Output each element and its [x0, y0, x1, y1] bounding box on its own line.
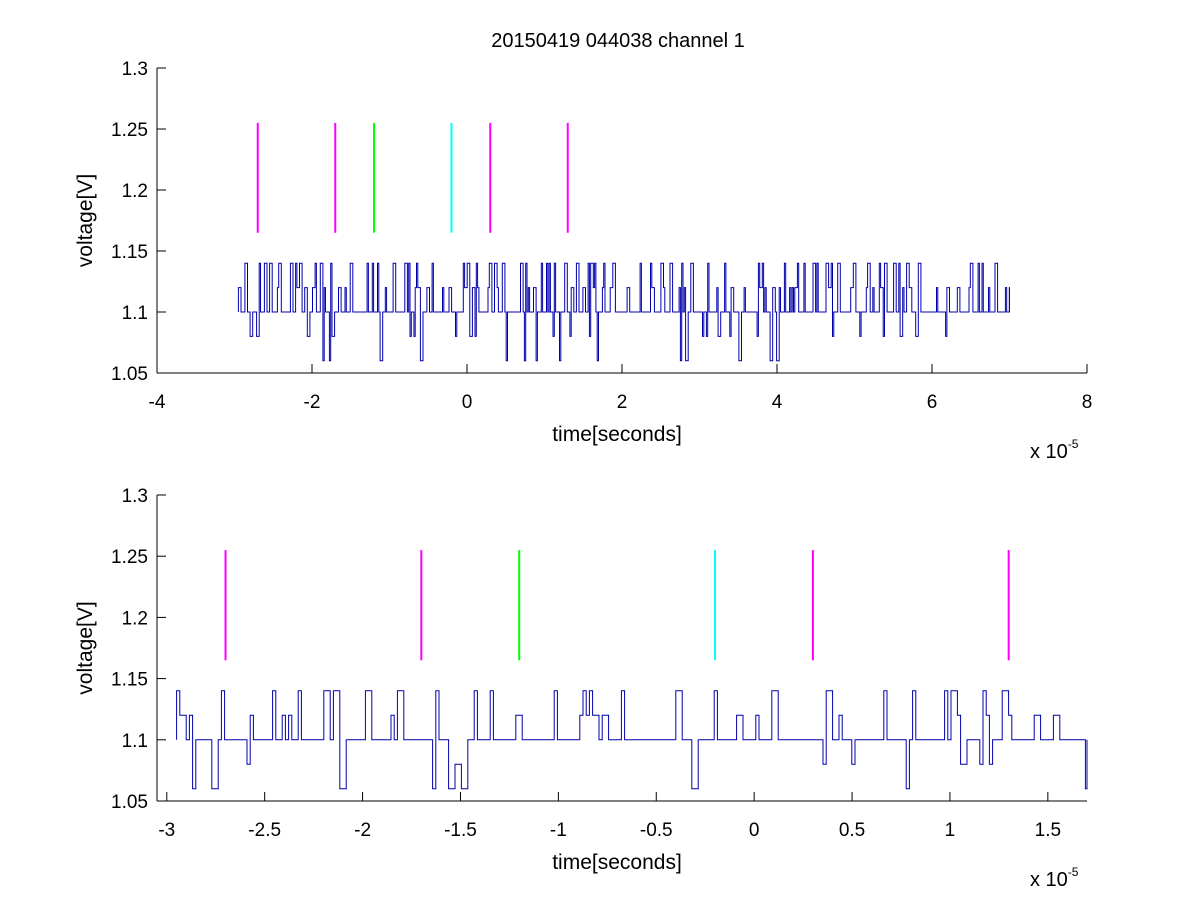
top-plot: 1.05 1.1 1.15 1.2 1.25 1.3 -4 -2 0 2 4 6 8 time[secon…: [74, 59, 1092, 463]
x-tick-label: -1: [550, 820, 567, 841]
y-tick-label: 1.1: [122, 731, 148, 752]
x-tick-label: 1: [945, 820, 956, 841]
y-tick-label: 1.2: [122, 608, 148, 629]
x-tick-label: -3: [158, 820, 175, 841]
y-tick-label: 1.3: [122, 486, 148, 507]
x-scale-exponent-superscript: -5: [1068, 865, 1079, 879]
y-tick-label: 1.15: [111, 670, 148, 691]
y-tick-label: 1.05: [111, 792, 148, 813]
x-tick-label: 0.5: [839, 820, 865, 841]
x-scale-exponent-superscript: -5: [1068, 437, 1079, 451]
x-tick-label: 8: [1082, 392, 1093, 413]
y-tick-label: 1.25: [111, 547, 148, 568]
x-tick-label: 0: [749, 820, 760, 841]
x-tick-label: -2: [354, 820, 371, 841]
figure-title: 20150419 044038 channel 1: [491, 30, 745, 52]
y-tick-label: 1.25: [111, 120, 148, 141]
y-tick-label: 1.3: [122, 59, 148, 80]
x-tick-label: 6: [927, 392, 938, 413]
x-axis-label: time[seconds]: [552, 423, 682, 446]
signal-trace: [176, 690, 1088, 790]
x-tick-label: 4: [772, 392, 783, 413]
y-tick-label: 1.1: [122, 303, 148, 324]
x-tick-label: 1.5: [1035, 820, 1061, 841]
x-tick-label: -1.5: [444, 820, 477, 841]
y-axis-label: voltage[V]: [74, 174, 97, 267]
x-scale-exponent-label: x 10-5: [1030, 865, 1079, 891]
y-axis-label: voltage[V]: [74, 601, 97, 694]
x-tick-label: -2: [304, 392, 321, 413]
y-tick-label: 1.05: [111, 364, 148, 385]
y-tick-label: 1.2: [122, 181, 148, 202]
x-axis-label: time[seconds]: [552, 851, 682, 874]
x-scale-exponent-label: x 10-5: [1030, 437, 1079, 463]
x-tick-label: 2: [617, 392, 628, 413]
x-tick-label: -4: [149, 392, 166, 413]
y-tick-label: 1.15: [111, 242, 148, 263]
x-tick-label: -2.5: [248, 820, 281, 841]
bottom-plot: 1.05 1.1 1.15 1.2 1.25 1.3 -3 -2.5 -2 -1.5 -1 -0.5 0…: [74, 486, 1088, 891]
x-tick-label: -0.5: [640, 820, 673, 841]
x-tick-label: 0: [462, 392, 473, 413]
signal-trace: [237, 262, 1010, 362]
